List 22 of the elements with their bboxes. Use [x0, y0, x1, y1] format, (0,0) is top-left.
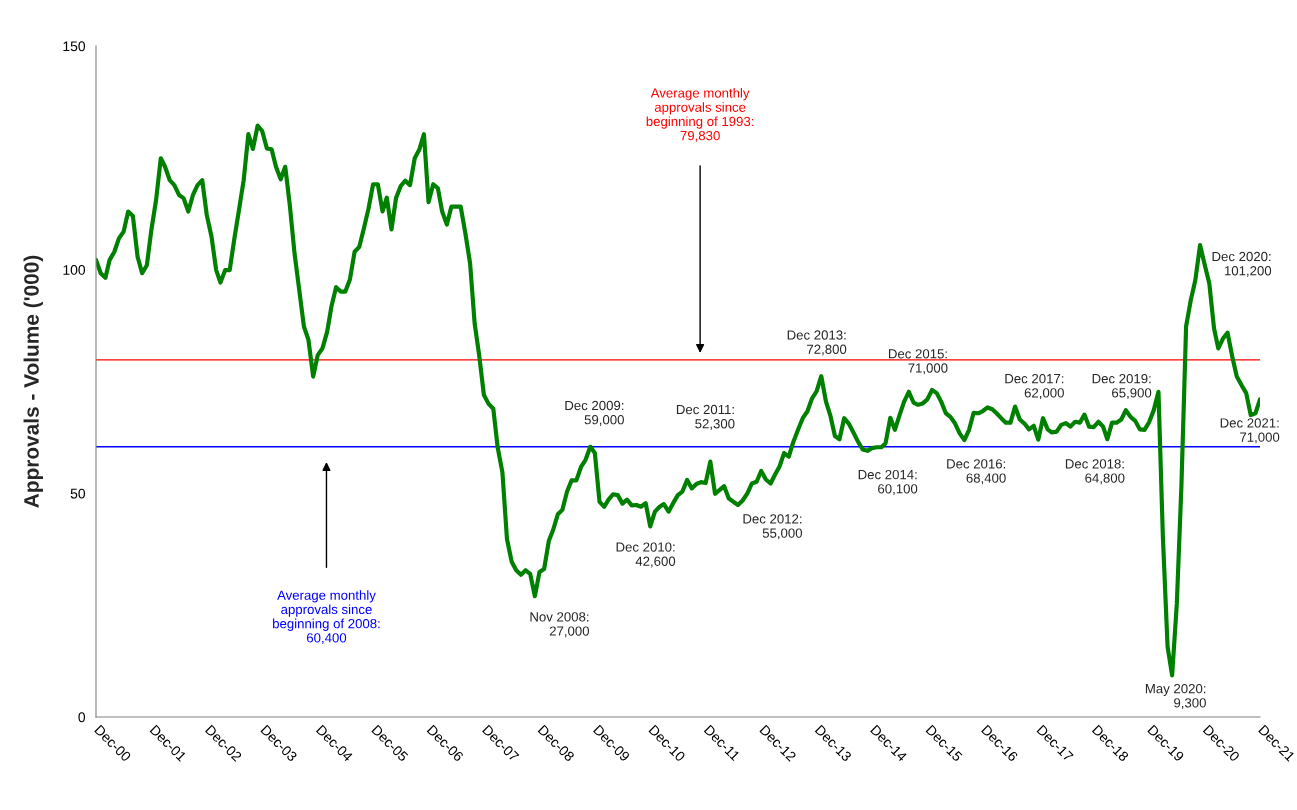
y-tick-label: 0	[78, 712, 86, 723]
ref-line-label: Average monthly approvals since beginning of 2008: 60,400	[273, 590, 380, 645]
y-tick-label: 150	[63, 41, 86, 52]
annotation: Nov 2008: 27,000	[530, 612, 590, 638]
ref-line-label: Average monthly approvals since beginning of 1993: 79,830	[646, 87, 754, 142]
annotation: Dec 2014: 60,100	[858, 469, 918, 496]
annotation: Dec 2010: 42,600	[616, 542, 676, 568]
annotation: Dec 2019: 65,900	[1092, 373, 1152, 400]
annotation: Dec 2011: 52,300	[676, 404, 735, 430]
annotation: Dec 2020: 101,200	[1212, 251, 1272, 277]
annotation: Dec 2015: 71,000	[888, 349, 948, 375]
annotation: Dec 2016: 68,400	[947, 459, 1006, 485]
y-axis-title: Approvals - Volume ('000)	[23, 255, 43, 508]
annotation: Dec 2012: 55,000	[743, 514, 803, 540]
annotation: Dec 2021: 71,000	[1220, 418, 1280, 444]
annotation: Dec 2013: 72,800	[787, 330, 847, 356]
annotation: May 2020: 9,300	[1145, 683, 1206, 710]
annotation: Dec 2009: 59,000	[565, 400, 624, 426]
annotation: Dec 2017: 62,000	[1005, 373, 1064, 400]
y-tick-label: 100	[63, 265, 86, 275]
y-tick-label: 50	[70, 488, 86, 499]
annotation: Dec 2018: 64,800	[1065, 459, 1125, 485]
